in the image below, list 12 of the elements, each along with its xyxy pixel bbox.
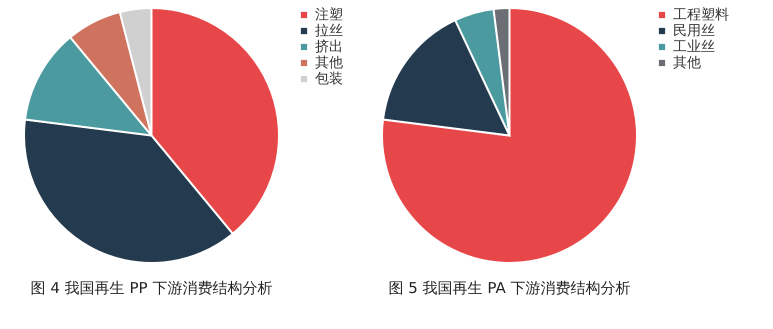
legend-label: 工业丝 <box>673 39 715 55</box>
legend-label: 其他 <box>315 55 343 71</box>
text: 图 5 我国再生 PA 下游消费结构分析 <box>388 279 630 297</box>
legend-label: 挤出 <box>315 39 343 55</box>
text: 图 4 我国再生 PP 下游消费结构分析 <box>30 279 272 297</box>
legend-label: 民用丝 <box>673 23 715 39</box>
legend-label: 包装 <box>315 71 343 87</box>
legend-label: 工程塑料 <box>673 7 729 23</box>
legend-label: 拉丝 <box>315 23 343 39</box>
legend-label: 其他 <box>673 55 701 71</box>
pie-slice <box>381 7 638 264</box>
legend-label: 注塑 <box>315 7 343 23</box>
